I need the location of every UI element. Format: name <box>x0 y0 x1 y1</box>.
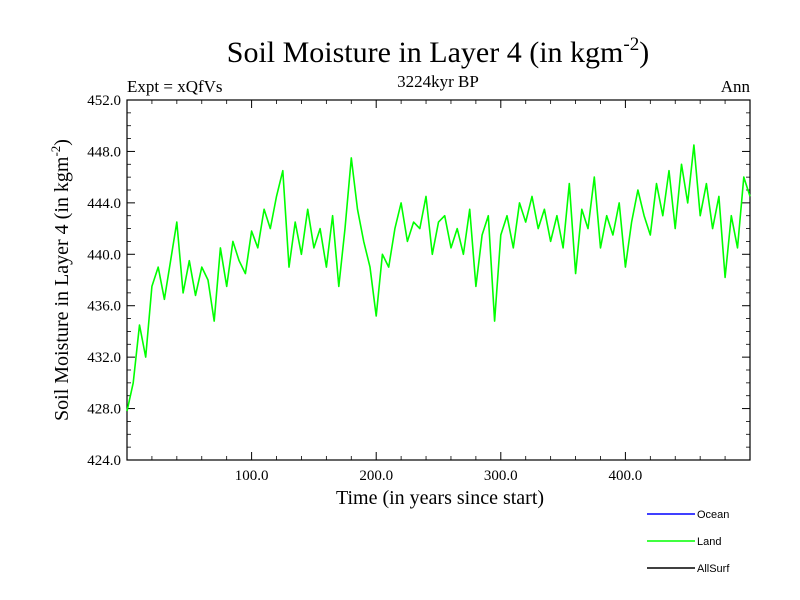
y-tick-label: 452.0 <box>87 93 121 109</box>
chart-title: Soil Moisture in Layer 4 (in kgm-2) <box>227 34 649 69</box>
y-tick-label: 444.0 <box>87 196 121 212</box>
legend-label-allsurf: AllSurf <box>697 563 730 575</box>
plot-area: 424.0 428.0 432.0 436.0 440.0 444.0 448.0 452.0… <box>87 93 751 484</box>
y-tick-label: 432.0 <box>87 350 121 366</box>
y-tick-label: 424.0 <box>87 453 121 469</box>
legend-label-ocean: Ocean <box>697 509 729 521</box>
legend: Ocean Land AllSurf <box>647 509 730 575</box>
y-tick-label: 428.0 <box>87 402 121 418</box>
x-tick-label: 400.0 <box>609 468 643 484</box>
subtitle-right: Ann <box>721 77 751 96</box>
x-tick-label: 200.0 <box>359 468 393 484</box>
plot-frame <box>126 99 751 461</box>
y-tick-label: 436.0 <box>87 299 121 315</box>
series-line-land <box>126 144 751 412</box>
y-tick-label: 448.0 <box>87 144 121 160</box>
subtitle-center: 3224kyr BP <box>397 72 479 91</box>
y-axis-label: Soil Moisture in Layer 4 (in kgm-2) <box>48 139 73 421</box>
x-tick-label: 100.0 <box>235 468 269 484</box>
y-tick-label: 440.0 <box>87 247 121 263</box>
x-tick-label: 300.0 <box>484 468 518 484</box>
x-axis-label: Time (in years since start) <box>336 487 544 509</box>
legend-label-land: Land <box>697 536 721 548</box>
subtitle-left: Expt = xQfVs <box>127 77 223 96</box>
